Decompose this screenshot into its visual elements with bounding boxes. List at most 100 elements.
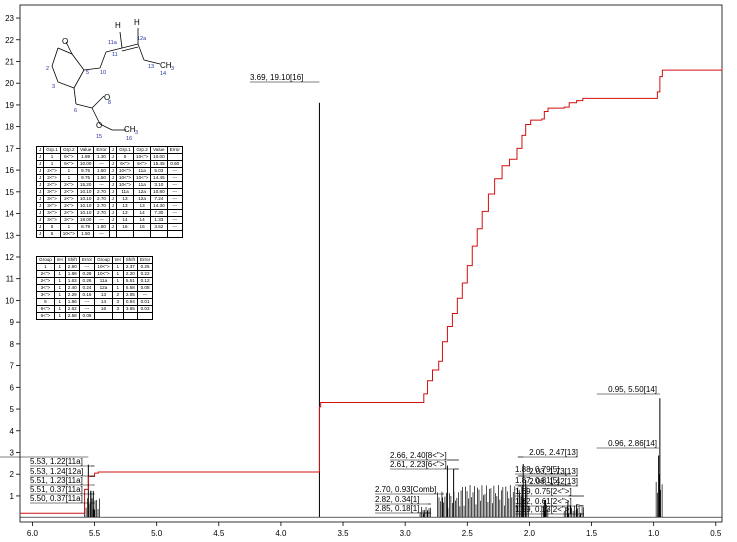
table-cell: 6<">: [59, 160, 78, 168]
y-tick-label-18: 19: [5, 101, 14, 110]
peak-label-6: 5.50, 0.37[11a]: [30, 494, 83, 503]
table-header-cell: Error: [166, 146, 183, 154]
table-cell: 1.33: [150, 216, 168, 224]
table-cell: 1.50: [76, 230, 95, 238]
table-cell: 2<">: [43, 181, 61, 189]
table-cell: J: [108, 195, 117, 203]
y-tick-label-8: 9: [10, 318, 15, 327]
table-cell: 14: [133, 209, 152, 217]
table-cell: 5: [36, 298, 55, 306]
y-tick-label-16: 17: [5, 144, 14, 153]
table-cell: 6<">: [133, 160, 152, 168]
mol-num-6: 6: [74, 108, 77, 114]
molecule-structure: [51, 28, 161, 131]
table-cell: 10<">: [133, 174, 152, 182]
table-cell: 1: [53, 277, 66, 285]
y-tick-label-6: 7: [10, 362, 15, 371]
table-cell: 3.10: [150, 181, 168, 189]
peak-label-15: 1.88, 0.79[5]: [515, 465, 559, 474]
table-cell: 6<">: [115, 160, 135, 168]
table-cell: J: [35, 153, 45, 161]
table-cell: ---: [78, 263, 96, 271]
mol-atom-h1: H: [115, 21, 121, 30]
table-header-cell: Grp.2: [59, 146, 78, 154]
table-row: J 3<"> 2<"> 10.10 2.70 J 13 14 7.30 ---: [35, 209, 183, 217]
table-cell: 5: [43, 230, 61, 238]
table-cell: 15.20: [76, 181, 95, 189]
table-cell: 10.80: [150, 188, 168, 196]
table-cell: 2<">: [59, 209, 78, 217]
table-cell: 10.10: [76, 195, 95, 203]
table-cell: 8.79: [76, 223, 95, 231]
x-tick-label-5: 3.5: [337, 529, 349, 538]
y-tick-label-3: 4: [10, 427, 15, 436]
table-cell: 0.60: [166, 160, 183, 168]
table-cell: J: [108, 202, 117, 210]
table-cell: J: [35, 188, 45, 196]
table-row: 6<"> 1 2.62 --- 16 3 3.65 0.03: [36, 305, 154, 313]
table-cell: 0.12: [136, 277, 154, 285]
mol-num-14: 14: [160, 71, 166, 77]
table-cell: J: [108, 174, 117, 182]
x-tick-label-1: 5.5: [89, 529, 101, 538]
table-row: J 2<"> 2<"> 15.20 --- J 10<"> 11a 3.10 ---: [35, 181, 183, 189]
table-cell: 1: [53, 305, 66, 313]
table-cell: 0.24: [78, 284, 96, 292]
table-header-cell: Group: [36, 256, 55, 264]
mol-num-10: 10: [100, 70, 106, 76]
table-cell: 2.40: [64, 284, 80, 292]
table-row: 6<"> 1 2.58 0.08: [36, 312, 154, 320]
table-row: 2<"> 1 1.63 0.26 11a 1 5.51 0.12: [36, 277, 154, 285]
table-cell: 0.94: [122, 298, 138, 306]
table-cell: ---: [78, 305, 96, 313]
table-cell: J: [35, 209, 45, 217]
table-cell: 1.89: [76, 153, 95, 161]
table-row: J 5 10<"> 1.50 ---: [35, 230, 183, 238]
table-header-cell: Value: [150, 146, 168, 154]
table-cell: 11a: [133, 181, 152, 189]
peak-label-19: 1.59, 0.13[2<">]: [515, 505, 572, 514]
table-cell: J: [108, 209, 117, 217]
table-cell: 11a: [133, 167, 152, 175]
table-header-cell: Grp.1: [115, 146, 135, 154]
plot-border: [19, 4, 723, 523]
table-cell: 9.75: [76, 174, 95, 182]
table-row: J 1 6<"> 1.89 1.30 J 5 10<"> 10.00: [35, 153, 183, 161]
table-cell: ---: [93, 181, 110, 189]
table-row: J 3<"> 2<"> 10.10 2.70 J 13 12a 7.24 ---: [35, 195, 183, 203]
table-cell: ---: [166, 223, 183, 231]
table-cell: 5: [43, 223, 61, 231]
peak-label-12: 2.70, 0.93[Comb]: [375, 485, 436, 494]
table-cell: 3.52: [150, 223, 168, 231]
table-cell: 10.00: [150, 153, 168, 161]
mol-num-12a: 12a: [137, 36, 147, 42]
table-cell: 1: [53, 291, 66, 299]
table-header-cell: Error: [136, 256, 154, 264]
table-cell: 1.63: [64, 277, 80, 285]
table-cell: 0.28: [78, 270, 96, 278]
table-cell: ---: [136, 291, 154, 299]
table-cell: J: [35, 223, 45, 231]
table-cell: 0.16: [78, 291, 96, 299]
table-cell: 10<">: [115, 167, 135, 175]
table-row: 5 1 1.86 --- 14 3 0.94 0.01: [36, 298, 154, 306]
table-cell: 1.50: [93, 174, 110, 182]
table-cell: 16: [133, 223, 152, 231]
table-cell: 18.00: [76, 216, 95, 224]
table-cell: 1.88: [64, 270, 80, 278]
y-tick-label-7: 8: [10, 340, 15, 349]
y-tick-label-21: 22: [5, 36, 14, 45]
mol-num-2: 2: [46, 66, 49, 72]
x-tick-label-7: 2.5: [462, 529, 474, 538]
table-cell: J: [35, 160, 45, 168]
table-cell: J: [108, 160, 117, 168]
table-cell: ---: [166, 188, 183, 196]
integral-curve: [20, 67, 723, 514]
peak-label-8: 2.05, 2.47[13]: [529, 448, 578, 457]
y-tick-label-19: 20: [5, 79, 14, 88]
mol-num-5: 5: [86, 70, 89, 76]
peak-label-16: 1.87, 0.81[5]: [515, 476, 559, 485]
y-tick-label-2: 3: [10, 448, 15, 457]
x-tick-label-0: 6.0: [27, 529, 39, 538]
mol-num-16: 16: [126, 136, 132, 142]
